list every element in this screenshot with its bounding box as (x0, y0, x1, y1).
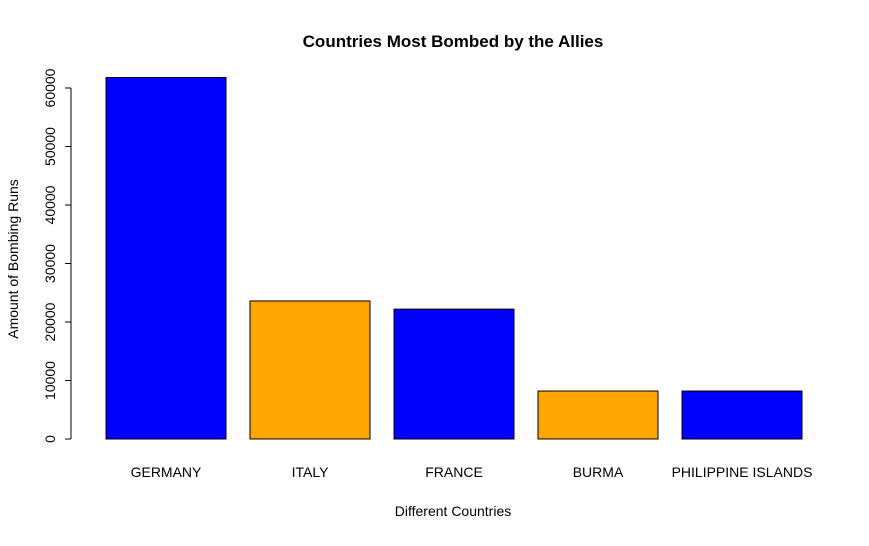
bar-germany (105, 76, 227, 440)
category-label: FRANCE (425, 464, 483, 480)
y-tick-label: 40000 (42, 185, 58, 224)
y-tick-label: 0 (42, 435, 58, 443)
y-tick-label: 50000 (42, 127, 58, 166)
bar-italy (249, 300, 371, 440)
x-axis-label: Different Countries (395, 503, 511, 519)
bar-burma (537, 390, 659, 440)
category-label: BURMA (573, 464, 624, 480)
bars-group (105, 76, 803, 440)
bar-philippine-islands (681, 390, 803, 440)
bar-france (393, 308, 515, 440)
category-label: PHILIPPINE ISLANDS (672, 464, 813, 480)
y-tick-label: 10000 (42, 361, 58, 400)
y-tick-label: 30000 (42, 244, 58, 283)
category-label: GERMANY (131, 464, 202, 480)
chart-title: Countries Most Bombed by the Allies (303, 32, 604, 51)
y-axis: 0 10000 20000 30000 40000 50000 60000 (42, 68, 72, 443)
y-tick-label: 20000 (42, 302, 58, 341)
y-axis-label: Amount of Bombing Runs (5, 179, 21, 339)
category-label: ITALY (292, 464, 329, 480)
y-tick-label: 60000 (42, 68, 58, 107)
category-labels: GERMANY ITALY FRANCE BURMA PHILIPPINE ISLAND… (131, 464, 813, 480)
